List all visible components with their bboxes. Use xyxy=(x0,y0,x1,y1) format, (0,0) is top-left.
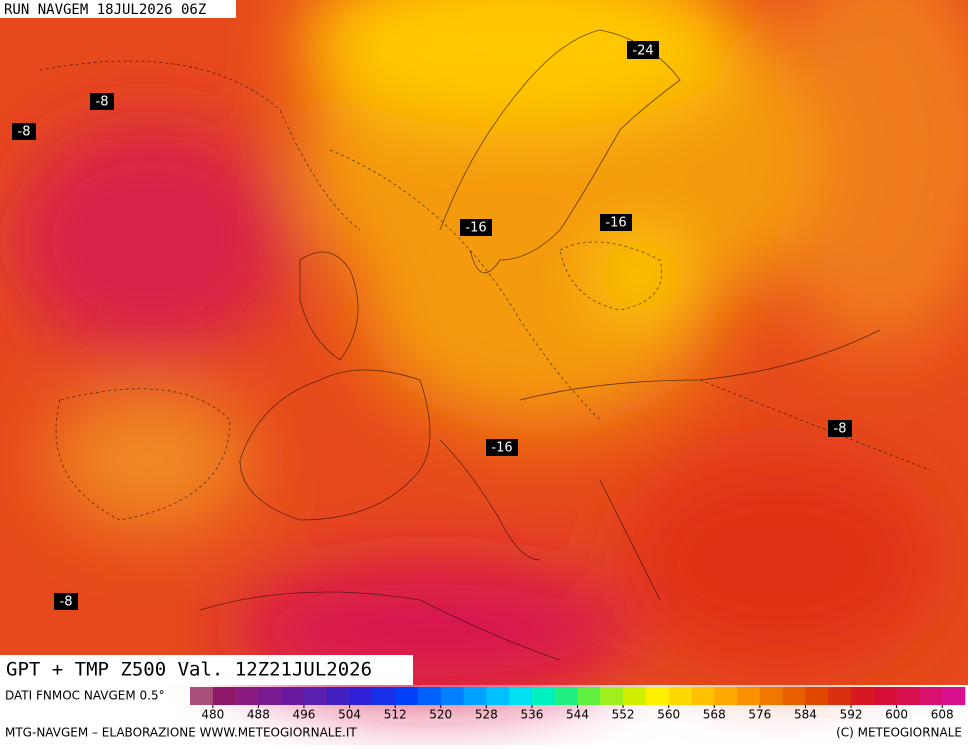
colorbar-tick-label: 600 xyxy=(885,708,908,722)
colorbar-swatch xyxy=(463,687,487,705)
colorbar-swatch xyxy=(486,687,510,705)
footer-left: MTG-NAVGEM – ELABORAZIONE WWW.METEOGIORN… xyxy=(5,726,357,740)
colorbar-swatch xyxy=(782,687,806,705)
colorbar-swatch xyxy=(623,687,647,705)
colorbar-swatch xyxy=(326,687,350,705)
colorbar-swatch xyxy=(577,687,601,705)
contour-label: -8 xyxy=(834,422,847,437)
colorbar-tick-label: 480 xyxy=(201,708,224,722)
colorbar-swatch xyxy=(554,687,578,705)
colorbar-tick-label: 592 xyxy=(840,708,863,722)
colorbar-swatch xyxy=(258,687,282,705)
colorbar-swatch xyxy=(851,687,875,705)
colorbar-swatch xyxy=(349,687,373,705)
label-box xyxy=(90,93,114,110)
colorbar-swatch xyxy=(828,687,852,705)
label-box xyxy=(627,41,659,59)
footer-right: (C) METEOGIORNALE xyxy=(836,726,962,740)
title-box xyxy=(0,655,413,685)
label-box xyxy=(486,439,518,456)
colorbar-tick-label: 504 xyxy=(338,708,361,722)
colorbar-swatch xyxy=(919,687,943,705)
colorbar-swatch xyxy=(691,687,715,705)
label-box xyxy=(54,593,78,610)
colorbar-swatch xyxy=(531,687,556,705)
colorbar-swatch xyxy=(372,687,396,705)
colorbar-tick-label: 560 xyxy=(657,708,680,722)
colorbar-swatch xyxy=(759,687,783,705)
source: DATI FNMOC NAVGEM 0.5° xyxy=(5,689,165,703)
header: RUN NAVGEM 18JUL2026 06Z xyxy=(4,2,206,18)
colorbar-swatch xyxy=(281,687,305,705)
colorbar-tick-label: 584 xyxy=(794,708,817,722)
label-box xyxy=(600,214,632,231)
label-box xyxy=(828,420,852,437)
contour-label: -8 xyxy=(60,595,73,610)
colorbar-swatch xyxy=(942,687,966,705)
colorbar-tick-label: 528 xyxy=(475,708,498,722)
colorbar-swatch xyxy=(440,687,464,705)
colorbar-swatch xyxy=(600,687,624,705)
colorbar-tick-label: 544 xyxy=(566,708,589,722)
contour-label: -8 xyxy=(96,95,109,110)
contour-label: -16 xyxy=(605,216,626,231)
colorbar-swatch xyxy=(714,687,738,705)
colorbar: 480 488 496 504 512 520 528 536 544 552 560 568 576 5… xyxy=(190,687,966,722)
colorbar-swatch xyxy=(805,687,829,705)
colorbar-swatch xyxy=(235,687,259,705)
colorbar-tick-label: 568 xyxy=(703,708,726,722)
colorbar-swatch xyxy=(896,687,920,705)
contour-label: -8 xyxy=(18,125,31,140)
colorbar-tick-label: 576 xyxy=(748,708,771,722)
map-title: GPT + TMP Z500 Val. 12Z21JUL2026 xyxy=(6,659,372,681)
colorbar-tick-label: 608 xyxy=(931,708,954,722)
colorbar-tick-label: 552 xyxy=(612,708,635,722)
colorbar-swatch xyxy=(395,687,419,705)
map-field xyxy=(0,0,968,700)
label-box xyxy=(12,123,36,140)
colorbar-swatch xyxy=(737,687,761,705)
colorbar-swatch xyxy=(212,687,236,705)
colorbar-swatch xyxy=(303,687,328,705)
contour-label: -24 xyxy=(632,44,653,59)
colorbar-swatch xyxy=(417,687,442,705)
colorbar-swatch xyxy=(873,687,897,705)
header-box xyxy=(0,0,236,18)
colorbar-swatch xyxy=(190,687,214,705)
colorbar-tick-label: 520 xyxy=(429,708,452,722)
contour-label: -16 xyxy=(491,441,512,456)
colorbar-tick-label: 488 xyxy=(247,708,270,722)
colorbar-swatch xyxy=(668,687,692,705)
colorbar-tick-label: 496 xyxy=(293,708,316,722)
colorbar-swatch xyxy=(509,687,533,705)
colorbar-tick-label: 512 xyxy=(384,708,407,722)
colorbar-tick-label: 536 xyxy=(520,708,543,722)
contour-label: -16 xyxy=(465,221,486,236)
colorbar-swatch xyxy=(645,687,669,705)
label-box xyxy=(460,219,492,236)
